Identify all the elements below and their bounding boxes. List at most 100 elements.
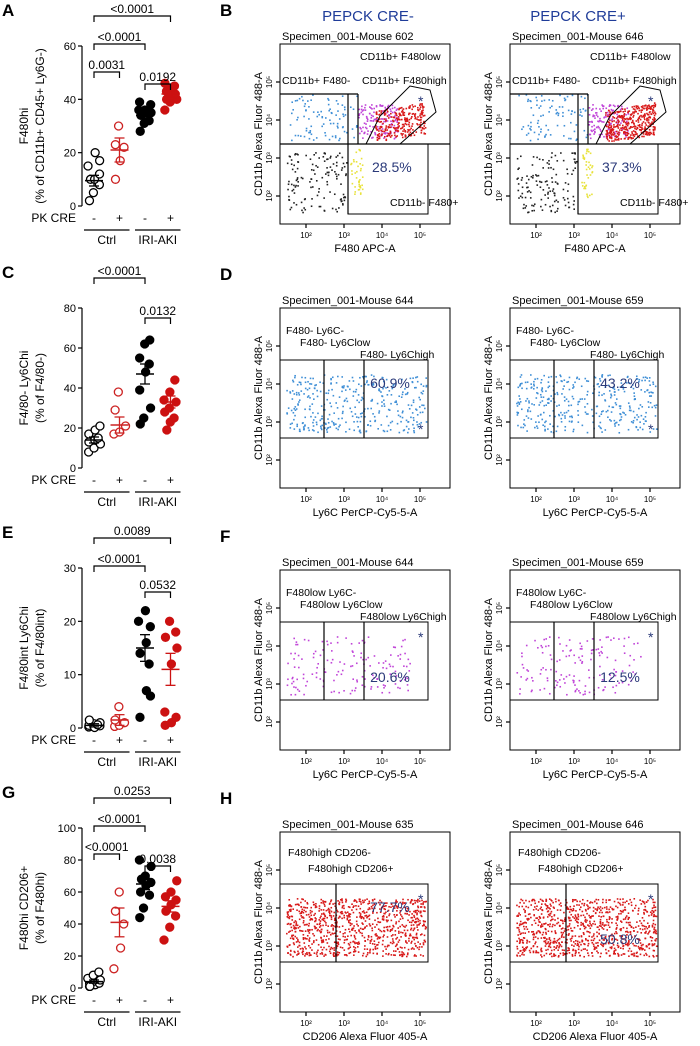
percent-label: 20.6% [370,669,410,685]
event-red [296,937,298,939]
event-red [618,114,621,117]
event-red [355,901,358,903]
event-red [548,943,551,945]
event-red [629,921,631,924]
row-label: PK CRE [31,993,76,1007]
event-red [520,938,523,941]
event-blue [524,381,527,384]
event-red [549,946,552,949]
event-red [521,946,524,949]
event-black [304,208,307,211]
event-blue [584,110,587,112]
sign-label: + [116,993,123,1007]
event-blue [544,135,546,137]
event-red [578,951,580,954]
event-red [621,118,624,121]
event-red [622,953,625,955]
event-red [400,936,402,938]
event-red [319,920,322,922]
event-blue [339,137,341,140]
event-red [387,944,389,947]
event-red [288,931,290,933]
event-red [367,908,369,911]
event-black [329,191,331,193]
event-red [318,910,320,912]
event-red [631,121,633,124]
event-red [314,906,317,909]
event-blue [533,384,535,387]
event-red [626,942,629,945]
event-red [334,905,337,907]
event-red [653,926,656,929]
event-magenta [373,107,375,110]
event-black [294,152,297,155]
event-blue [570,415,573,418]
data-point [114,887,124,897]
event-red [411,125,413,127]
event-magenta [527,670,530,672]
event-blue [603,393,605,395]
event-black [527,211,529,214]
event-red [385,926,388,928]
event-red [408,129,410,132]
event-blue [337,127,339,129]
event-red [530,947,533,950]
event-red [342,935,345,938]
event-red [640,109,642,112]
event-red [372,952,375,955]
event-red [655,945,658,948]
event-magenta [558,636,560,639]
event-blue [572,386,575,388]
event-yellow [587,196,589,199]
event-red [370,935,373,938]
event-red [647,121,650,124]
event-red [396,901,398,903]
event-blue [302,426,305,428]
event-blue [638,380,640,383]
event-red [631,132,634,135]
event-red [523,950,526,952]
event-red [615,117,618,120]
event-red [289,930,291,933]
event-red [416,123,418,125]
event-red [653,133,655,136]
event-magenta [611,119,613,122]
event-red [610,128,612,131]
series-0 [83,421,106,457]
data-point [90,148,100,158]
event-red [378,130,380,132]
event-blue [599,380,602,382]
event-blue [561,414,564,416]
event-red [601,923,604,926]
event-blue [402,410,404,413]
event-red [417,906,420,909]
event-red [361,954,364,957]
event-blue [636,378,639,380]
event-red [540,947,543,950]
gate-rect [279,883,429,963]
event-red [632,108,635,110]
event-red [383,112,386,115]
event-yellow [358,185,361,187]
event-red [305,914,308,916]
event-blue [557,114,560,117]
event-magenta [554,686,556,689]
event-blue [294,409,297,411]
event-black [316,194,319,197]
event-blue [577,410,579,412]
event-red [582,914,585,917]
event-red [348,914,351,916]
event-blue [316,115,319,118]
event-black [310,169,313,171]
event-magenta [291,676,294,679]
event-red [575,910,577,912]
event-magenta [619,108,622,111]
event-red [371,899,374,901]
event-red [345,938,348,941]
event-red [613,140,615,142]
event-blue [425,384,428,387]
event-blue [351,415,354,418]
event-red [558,942,560,944]
event-red [553,907,555,909]
